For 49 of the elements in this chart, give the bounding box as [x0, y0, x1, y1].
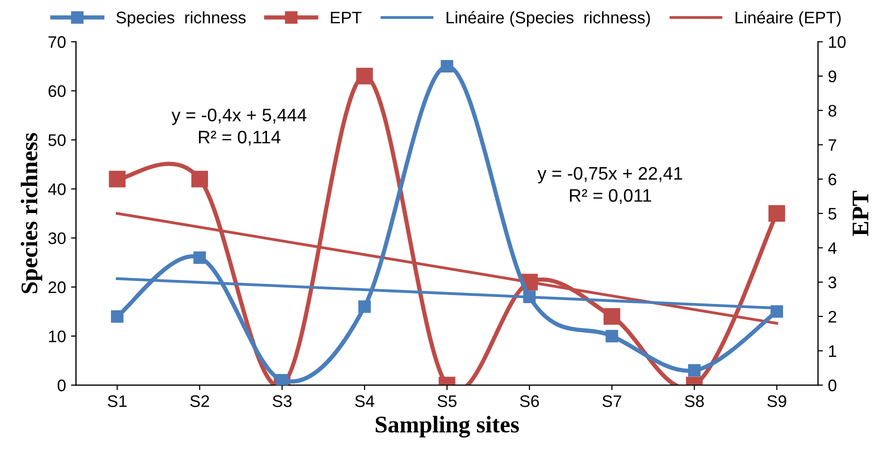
legend-label: Linéaire (EPT) — [736, 11, 841, 27]
x-tick-label: S7 — [602, 395, 622, 408]
x-tick-label: S6 — [520, 395, 539, 408]
y2-tick-label: 3 — [828, 276, 836, 288]
y-tick-label: 40 — [48, 183, 66, 196]
y2-tick-label: 1 — [829, 345, 836, 357]
y-tick-label: 0 — [58, 380, 66, 392]
point — [770, 305, 784, 318]
y2-tick-label: 8 — [828, 104, 836, 117]
annotation: y = -0,4x + 5,444 R² = 0,114 — [172, 108, 306, 146]
y2-tick-label: 4 — [828, 242, 837, 254]
y2-axis-title: EPT — [852, 190, 868, 236]
x-tick-label: S1 — [108, 395, 127, 408]
y-tick-label: 10 — [49, 330, 66, 342]
legend-label: Species richness — [116, 11, 246, 27]
y-tick-label: 60 — [48, 85, 66, 98]
x-tick-label: S8 — [684, 395, 704, 408]
point — [276, 374, 288, 386]
point — [193, 251, 206, 264]
legend-label: Linéaire (Species richness) — [446, 11, 650, 27]
point — [523, 290, 536, 304]
point — [108, 170, 126, 188]
x-tick-label: S4 — [355, 395, 374, 408]
point — [191, 170, 208, 188]
legend-label: EPT — [330, 12, 362, 24]
y-axis-title: Species richness — [20, 133, 42, 294]
y2-tick-label: 6 — [828, 174, 836, 186]
x-axis-title: Sampling sites — [376, 416, 519, 438]
y2-tick-label: 0 — [828, 380, 836, 392]
y-tick-label: 50 — [48, 134, 66, 146]
point — [110, 310, 124, 323]
x-tick-label: S9 — [767, 395, 786, 408]
y2-tick-label: 10 — [829, 36, 846, 48]
point — [440, 60, 454, 73]
y-tick-label: 30 — [48, 232, 66, 244]
x-tick-label: S3 — [272, 395, 292, 408]
annotation: y = -0,75x + 22,41 R² = 0,011 — [538, 167, 682, 204]
point — [688, 364, 701, 377]
x-tick-label: S2 — [190, 395, 210, 408]
point — [768, 205, 786, 222]
x-tick-label: S5 — [438, 395, 456, 408]
y2-tick-label: 5 — [828, 208, 836, 220]
y-tick-label: 70 — [48, 36, 66, 48]
point — [358, 300, 371, 313]
y2-tick-label: 9 — [828, 70, 836, 82]
y2-tick-label: 2 — [828, 310, 836, 322]
y2-tick-label: 7 — [828, 139, 836, 151]
y-tick-label: 20 — [48, 281, 66, 294]
point — [606, 330, 618, 342]
